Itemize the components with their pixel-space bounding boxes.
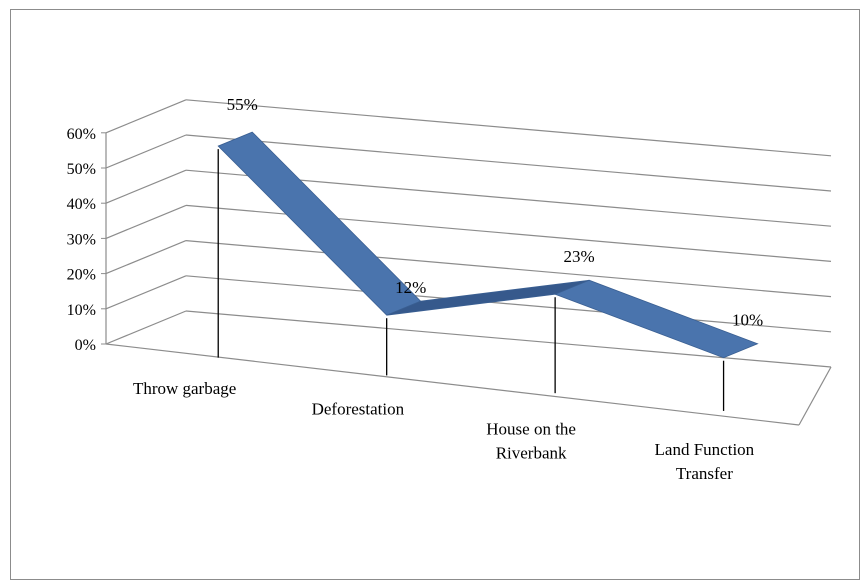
side-gridline xyxy=(105,240,187,275)
data-label: 55% xyxy=(227,95,258,114)
y-tick-label: 30% xyxy=(67,231,96,248)
drop-lines xyxy=(217,149,725,411)
y-tick-label: 60% xyxy=(67,126,96,143)
gridline xyxy=(185,204,832,262)
gridline xyxy=(185,99,832,157)
gridline xyxy=(185,240,832,298)
category-label-line: Riverbank xyxy=(496,444,567,463)
y-tick-label: 50% xyxy=(67,161,96,178)
series-ribbon xyxy=(217,131,759,359)
side-gridline xyxy=(105,275,187,310)
chart-frame: 0% 10% 20% 30% 40% 50% 60% 55% 12% 23% 10% Throw … xyxy=(10,9,860,580)
category-label: House on the Riverbank xyxy=(486,420,576,463)
category-label-line: Transfer xyxy=(676,464,733,483)
category-label-line: Land Function xyxy=(655,440,755,459)
ribbon-segment xyxy=(554,279,759,359)
floor-right-edge xyxy=(798,366,832,426)
floor-front-edge xyxy=(105,343,800,426)
data-label: 10% xyxy=(732,311,763,330)
category-label: Deforestation xyxy=(312,399,405,418)
category-label-line: Deforestation xyxy=(312,399,405,418)
y-tick-label: 20% xyxy=(67,267,96,284)
y-tick-label: 0% xyxy=(75,337,96,354)
category-label: Throw garbage xyxy=(133,379,236,398)
side-gridline xyxy=(105,99,187,134)
y-axis-ticks: 0% 10% 20% 30% 40% 50% 60% xyxy=(67,126,106,354)
category-label-line: Throw garbage xyxy=(133,379,236,398)
side-gridline xyxy=(105,169,187,204)
side-gridline xyxy=(105,204,187,239)
data-label: 12% xyxy=(395,278,426,297)
side-gridline xyxy=(105,134,187,169)
gridlines xyxy=(105,99,832,368)
category-labels: Throw garbage Deforestation House on the Ri… xyxy=(133,379,755,483)
y-tick-label: 40% xyxy=(67,196,96,213)
chart-plot: 0% 10% 20% 30% 40% 50% 60% 55% 12% 23% 10% Throw … xyxy=(67,95,832,483)
y-tick-label: 10% xyxy=(67,302,96,319)
side-gridline xyxy=(105,310,187,345)
data-labels: 55% 12% 23% 10% xyxy=(227,95,764,330)
data-label: 23% xyxy=(564,247,595,266)
gridline xyxy=(185,134,832,192)
category-label: Land Function Transfer xyxy=(655,440,755,483)
gridline xyxy=(185,275,832,333)
category-label-line: House on the xyxy=(486,420,576,439)
